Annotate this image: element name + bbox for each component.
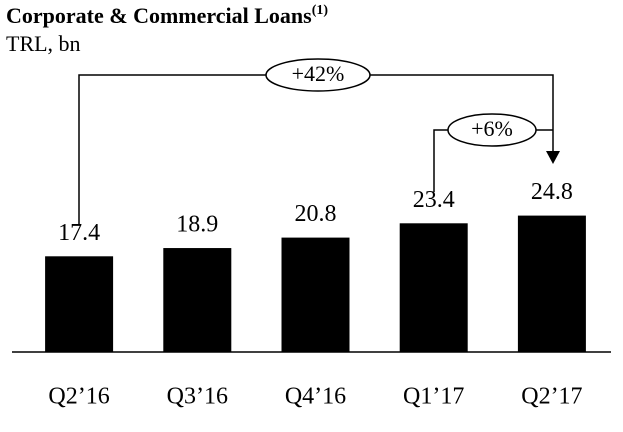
x-tick-label: Q2’16 <box>48 384 109 410</box>
title-note: (1) <box>312 3 329 18</box>
x-tick-label: Q2’17 <box>521 384 582 410</box>
bar <box>399 223 468 352</box>
bar <box>281 237 350 352</box>
bar <box>163 248 232 352</box>
value-label: 18.9 <box>176 212 218 238</box>
value-label: 23.4 <box>413 187 455 213</box>
chart-subtitle: TRL, bn <box>6 31 81 56</box>
chart-title: Corporate & Commercial Loans(1) <box>6 3 328 28</box>
value-label: 24.8 <box>531 179 573 205</box>
bar <box>517 215 586 352</box>
annotation: +42% <box>292 61 345 86</box>
annotation-ellipse <box>265 58 371 92</box>
title-text: Corporate & Commercial Loans <box>6 3 312 28</box>
bar <box>45 256 114 352</box>
x-tick-label: Q1’17 <box>403 384 464 410</box>
value-label: 17.4 <box>58 220 100 246</box>
annotation: +6% <box>471 116 513 141</box>
value-label: 20.8 <box>295 201 337 227</box>
x-tick-label: Q4’16 <box>285 384 346 410</box>
arrow-head <box>546 151 560 164</box>
x-tick-label: Q3’16 <box>167 384 228 410</box>
annotation-ellipse <box>447 113 537 147</box>
